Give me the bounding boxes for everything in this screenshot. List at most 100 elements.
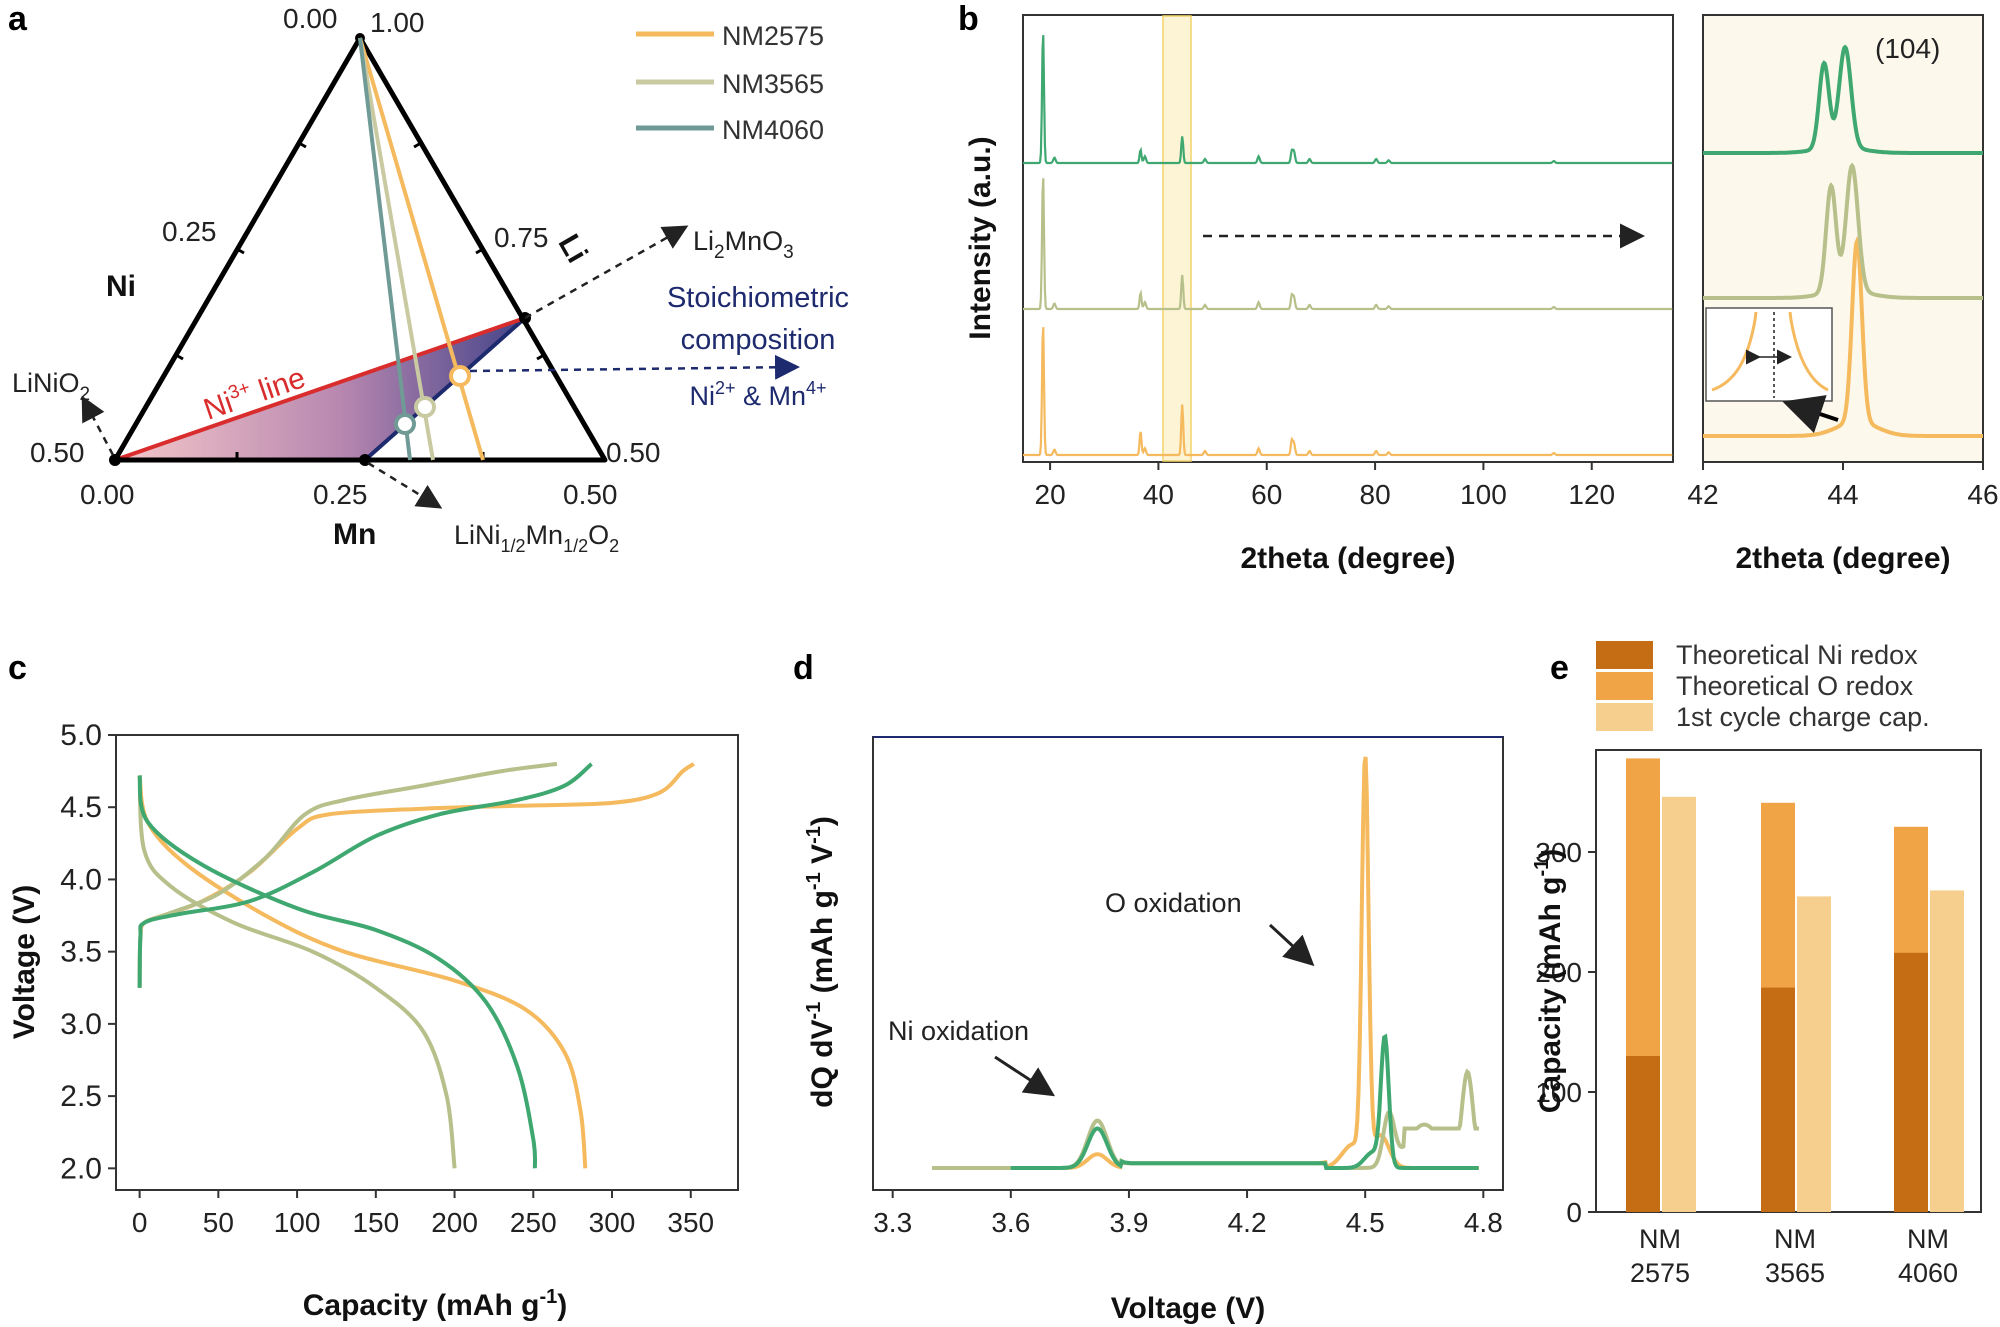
d-xtick-label-4.5: 4.5 bbox=[1346, 1207, 1385, 1238]
b-xtick-label-20: 20 bbox=[1035, 479, 1066, 510]
e-ytick-label-300: 300 bbox=[1535, 837, 1582, 868]
plot-frame-b-main bbox=[1022, 14, 1674, 463]
base-end-label: 0.50 bbox=[563, 479, 618, 510]
anno-ni-oxidation: Ni oxidation bbox=[888, 1016, 1029, 1046]
panel-label-e: e bbox=[1550, 649, 1569, 687]
label-stoich-line1: Stoichiometric bbox=[667, 282, 849, 314]
c-xtick-label-150: 150 bbox=[352, 1207, 399, 1238]
e-plot: NM 2575 NM 3565 NM 4060 bbox=[1626, 758, 1964, 1288]
c-xtick-label-300: 300 bbox=[589, 1207, 636, 1238]
point-nm3565 bbox=[414, 396, 436, 418]
legend-e: Theoretical Ni redox Theoretical O redox… bbox=[1596, 640, 1930, 732]
charge-curve-nm4060 bbox=[137, 762, 593, 988]
legend-e-text-ni: Theoretical Ni redox bbox=[1676, 640, 1918, 670]
legend-e-swatch-charge bbox=[1596, 703, 1653, 731]
anno-o-oxidation: O oxidation bbox=[1105, 888, 1242, 918]
bar-ni-redox-NM2575 bbox=[1626, 1056, 1660, 1212]
panel-label-b: b bbox=[958, 0, 979, 38]
axis-label-li: Li bbox=[552, 229, 594, 269]
c-xtick-label-50: 50 bbox=[203, 1207, 234, 1238]
b-xtick-label-120: 120 bbox=[1568, 479, 1615, 510]
e-ylabel: Capacity (mAh g-1) bbox=[1531, 849, 1567, 1114]
d-xtick-label-3.6: 3.6 bbox=[991, 1207, 1030, 1238]
inset-zoom-box bbox=[1705, 307, 1833, 402]
c-xtick-label-200: 200 bbox=[431, 1207, 478, 1238]
inset-line-nm4060 bbox=[1703, 44, 1983, 155]
b-ylabel: Intensity (a.u.) bbox=[964, 136, 997, 339]
stoichiometric-edge bbox=[363, 316, 527, 462]
legend-a: NM2575 NM3565 NM4060 bbox=[636, 21, 824, 145]
e-category-label-line1-1: NM bbox=[1774, 1224, 1816, 1254]
c-xtick-label-0: 0 bbox=[132, 1207, 148, 1238]
e-category-label-line1-2: NM bbox=[1907, 1224, 1949, 1254]
arrow-o-oxidation bbox=[1268, 923, 1315, 967]
b-main-ticks: 20 40 60 80 100 120 bbox=[1035, 462, 1615, 510]
legend-e-text-o: Theoretical O redox bbox=[1676, 671, 1914, 701]
tieline-nm4060 bbox=[358, 37, 412, 461]
d-xtick-label-4.2: 4.2 bbox=[1228, 1207, 1267, 1238]
bar-ni-redox-NM3565 bbox=[1761, 987, 1795, 1212]
b-xtick-label-40: 40 bbox=[1143, 479, 1174, 510]
panel-e-capacity-bars: e Theoretical Ni redox Theoretical O red… bbox=[1531, 640, 1982, 1288]
b-inset-ticks: 42 44 46 bbox=[1687, 462, 1999, 510]
panel-label-c: c bbox=[8, 649, 27, 687]
left-bottom-label: 0.50 bbox=[30, 437, 85, 468]
arrow-stoich bbox=[469, 354, 800, 380]
inset-xtick-label-42: 42 bbox=[1687, 479, 1718, 510]
left-mid-label: 0.25 bbox=[162, 216, 217, 247]
inset-xtick-label-46: 46 bbox=[1967, 479, 1998, 510]
dqdv-line-nm4060 bbox=[1010, 1033, 1479, 1170]
right-bottom-label: 0.50 bbox=[606, 437, 661, 468]
label-linimn: LiNi1/2Mn1/2O2 bbox=[454, 520, 619, 556]
c-ytick-label-3.5: 3.5 bbox=[60, 936, 102, 969]
discharge-curve-nm4060 bbox=[137, 775, 538, 1169]
ni3-line bbox=[114, 316, 526, 462]
discharge-curve-nm3565 bbox=[137, 775, 457, 1169]
vertex-label-top-right: 1.00 bbox=[370, 7, 425, 38]
e-category-label-line2-1: 3565 bbox=[1765, 1258, 1825, 1288]
axis-label-mn: Mn bbox=[333, 518, 376, 551]
arrow-linimn bbox=[367, 461, 443, 509]
inset-xtick-label-44: 44 bbox=[1827, 479, 1858, 510]
label-linio2: LiNiO2 bbox=[12, 368, 90, 405]
e-category-label-line1-0: NM bbox=[1639, 1224, 1681, 1254]
b-main-plot bbox=[1023, 35, 1673, 457]
c-xtick-label-100: 100 bbox=[274, 1207, 321, 1238]
d-xlabel: Voltage (V) bbox=[1111, 1292, 1265, 1325]
plot-frame-c bbox=[115, 734, 739, 1191]
c-ylabel: Voltage (V) bbox=[8, 885, 41, 1039]
arrow-li2mno3 bbox=[524, 225, 689, 320]
point-nm2575 bbox=[449, 365, 471, 387]
label-li2mno3: Li2MnO3 bbox=[693, 226, 794, 263]
legend-e-swatch-o bbox=[1596, 672, 1653, 700]
panel-label-a: a bbox=[8, 0, 28, 38]
b-xtick-label-80: 80 bbox=[1360, 479, 1391, 510]
panel-c-voltage-profile: c 0 50 100 150 200 250 300 350 2.0 2.5 3.0 3.5 4.0 4.… bbox=[8, 649, 739, 1322]
legend-a-text-nm2575: NM2575 bbox=[722, 21, 824, 51]
b-xtick-label-100: 100 bbox=[1460, 479, 1507, 510]
discharge-curve-nm2575 bbox=[137, 775, 588, 1169]
c-ytick-label-4.5: 4.5 bbox=[60, 791, 102, 824]
c-xtick-label-350: 350 bbox=[667, 1207, 714, 1238]
xrd-line-nm4060 bbox=[1023, 35, 1673, 165]
panel-b-xrd: b 20 40 60 80 100 120 Intensity (a.u.) 2theta… bbox=[958, 0, 1999, 575]
dqdv-line-nm2575 bbox=[932, 756, 1479, 1170]
bar-charge-cap-NM3565 bbox=[1797, 896, 1831, 1212]
panel-label-d: d bbox=[793, 649, 814, 687]
legend-e-swatch-ni bbox=[1596, 641, 1653, 669]
panel-d-dqdv: d 3.3 3.6 3.9 4.2 4.5 4.8 O oxidation Ni oxid… bbox=[793, 649, 1504, 1325]
e-ytick-label-0: 0 bbox=[1566, 1197, 1582, 1228]
d-xtick-label-3.9: 3.9 bbox=[1109, 1207, 1148, 1238]
e-ytick-label-200: 200 bbox=[1535, 957, 1582, 988]
b-inset-xlabel: 2theta (degree) bbox=[1735, 542, 1950, 575]
b-xtick-label-60: 60 bbox=[1251, 479, 1282, 510]
b-inset-plot bbox=[1703, 44, 1983, 438]
c-xtick-label-250: 250 bbox=[510, 1207, 557, 1238]
e-category-label-line2-0: 2575 bbox=[1630, 1258, 1690, 1288]
base-mid-label: 0.25 bbox=[313, 479, 368, 510]
c-ytick-label-4.0: 4.0 bbox=[60, 863, 102, 896]
d-plot bbox=[932, 756, 1479, 1170]
tieline-nm2575 bbox=[358, 37, 485, 461]
vertex-label-top-left: 0.00 bbox=[283, 3, 338, 34]
axis-label-ni: Ni bbox=[106, 270, 136, 303]
